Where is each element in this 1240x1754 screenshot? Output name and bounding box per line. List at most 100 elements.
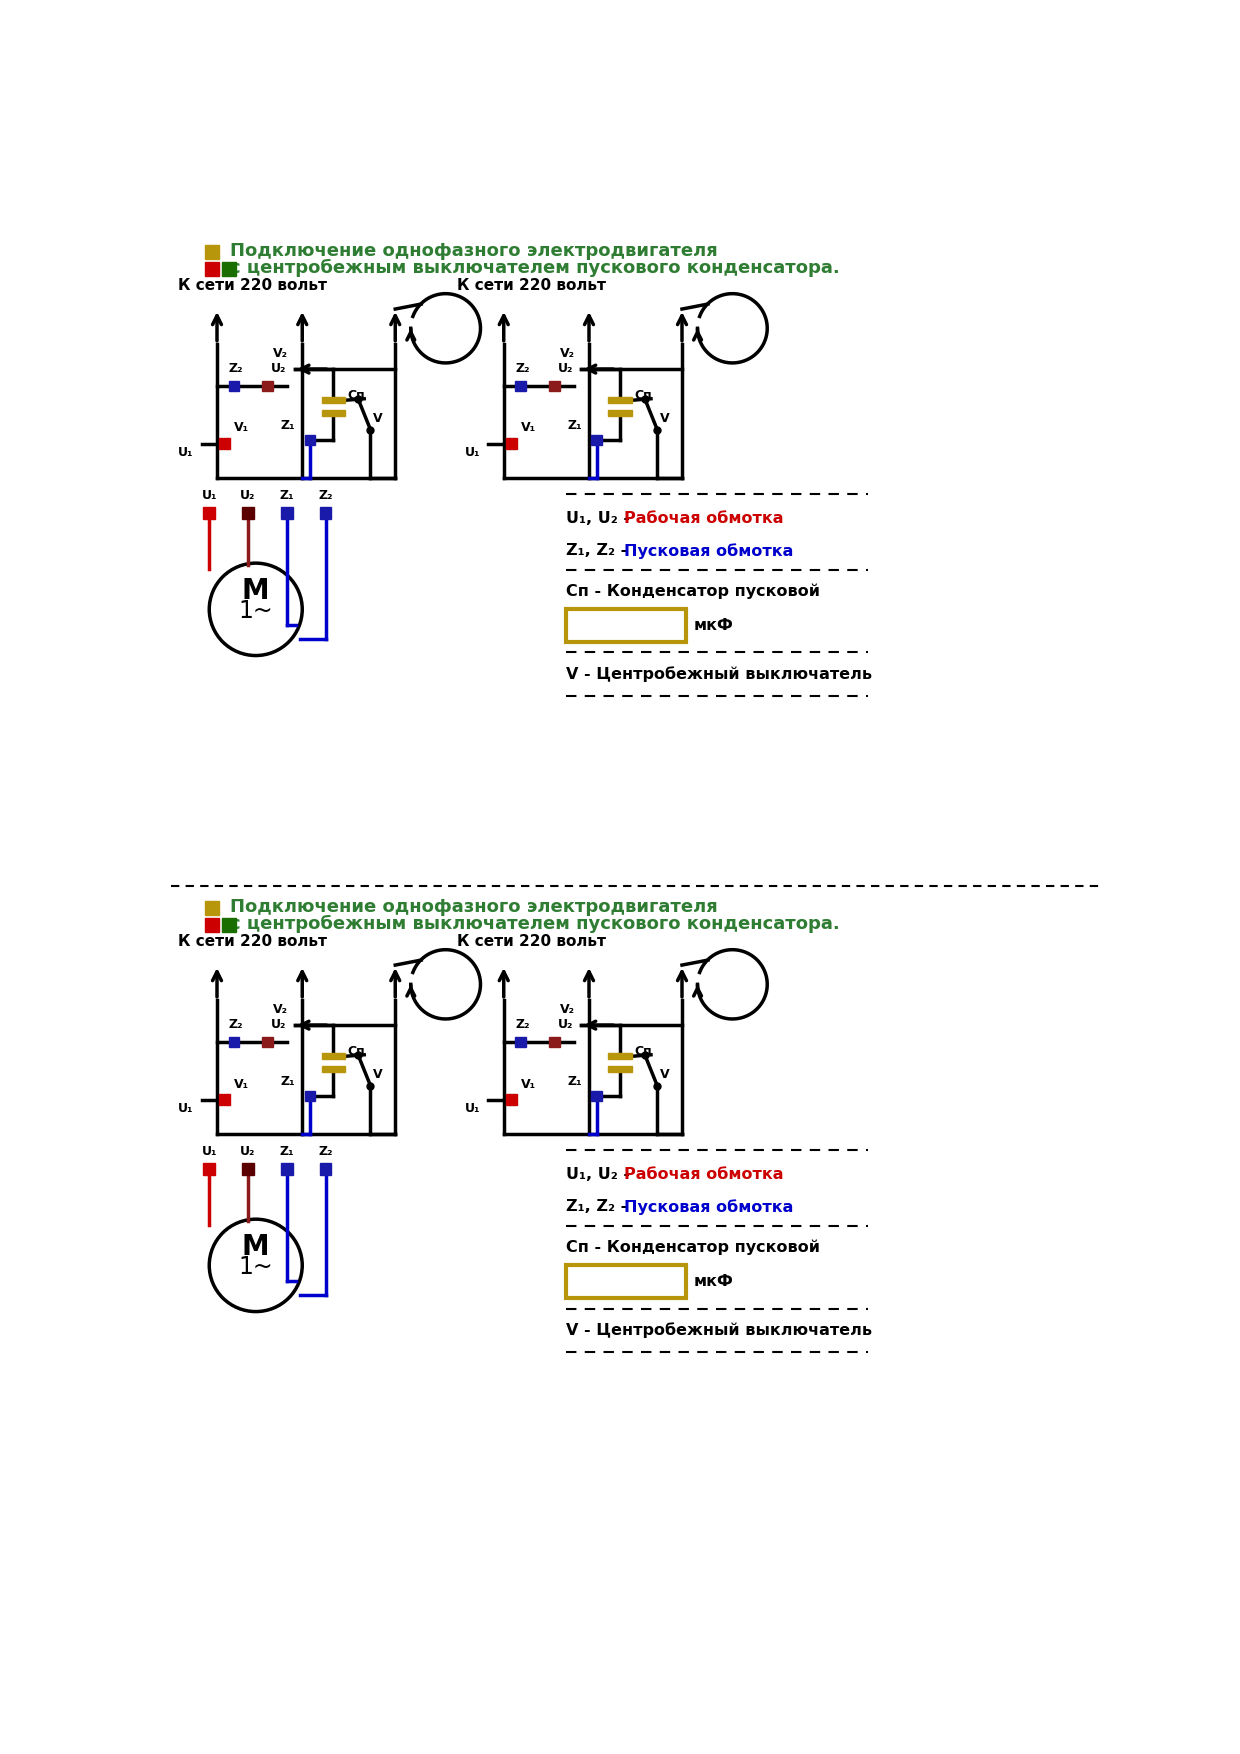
Text: К сети 220 вольт: К сети 220 вольт (179, 933, 327, 949)
Text: Z₂: Z₂ (319, 1145, 332, 1158)
Text: U₂: U₂ (241, 489, 255, 502)
Bar (262, 381, 273, 391)
Bar (281, 1163, 293, 1175)
Text: Пусковая обмотка: Пусковая обмотка (624, 1200, 794, 1216)
Bar (222, 917, 236, 931)
Text: U₁, U₂ -: U₁, U₂ - (565, 510, 635, 526)
Text: U₂: U₂ (272, 361, 286, 375)
Bar (320, 507, 331, 519)
Bar (281, 507, 293, 519)
Text: Рабочая обмотка: Рабочая обмотка (624, 1166, 784, 1182)
Text: Z₁: Z₁ (280, 419, 295, 431)
Text: Пусковая обмотка: Пусковая обмотка (624, 544, 794, 560)
Bar (506, 438, 517, 449)
Text: Z₂: Z₂ (228, 1019, 243, 1031)
Text: U₁: U₁ (465, 1102, 481, 1116)
Text: Z₁: Z₁ (567, 1075, 582, 1087)
Text: мкФ: мкФ (693, 1273, 733, 1289)
Bar (206, 246, 219, 260)
Bar (242, 1163, 254, 1175)
Text: V - Центробежный выключатель: V - Центробежный выключатель (565, 667, 872, 682)
Bar (565, 1265, 686, 1298)
Bar (609, 1052, 631, 1059)
Bar (242, 507, 254, 519)
Text: U₁: U₁ (179, 446, 193, 460)
Text: Z₁: Z₁ (567, 419, 582, 431)
Text: V: V (660, 412, 670, 424)
Bar (219, 1094, 231, 1105)
Text: Cп - Конденсатор пусковой: Cп - Конденсатор пусковой (565, 1240, 820, 1256)
Text: U₁: U₁ (465, 446, 481, 460)
Bar (591, 435, 603, 446)
Bar (203, 1163, 215, 1175)
Text: Cп: Cп (634, 389, 651, 402)
Bar (305, 1091, 315, 1102)
Text: Z₁, Z₂ -: Z₁, Z₂ - (565, 1200, 632, 1214)
Text: U₂: U₂ (558, 361, 573, 375)
Text: Z₂: Z₂ (228, 361, 243, 375)
Bar (262, 1037, 273, 1047)
Bar (305, 435, 315, 446)
Text: Cп: Cп (634, 1045, 651, 1058)
Text: Z₂: Z₂ (319, 489, 332, 502)
Text: Z₂: Z₂ (516, 361, 529, 375)
Bar (203, 507, 215, 519)
Bar (609, 1066, 631, 1072)
Bar (549, 1037, 559, 1047)
Bar (565, 609, 686, 642)
Text: V₁: V₁ (234, 1077, 249, 1091)
Text: Cп - Конденсатор пусковой: Cп - Конденсатор пусковой (565, 584, 820, 600)
Text: с центробежным выключателем пускового конденсатора.: с центробежным выключателем пускового ко… (231, 258, 839, 277)
Text: Z₁: Z₁ (279, 489, 294, 502)
Text: V: V (660, 1068, 670, 1080)
Text: V₂: V₂ (559, 1003, 574, 1016)
Text: M: M (242, 577, 269, 605)
Text: Z₁: Z₁ (279, 1145, 294, 1158)
Text: V₁: V₁ (234, 421, 249, 435)
Text: V₂: V₂ (559, 347, 574, 360)
Bar (228, 1037, 239, 1047)
Bar (609, 409, 631, 416)
Bar (321, 1052, 345, 1059)
Bar (321, 409, 345, 416)
Bar (506, 1094, 517, 1105)
Text: Подключение однофазного электродвигателя: Подключение однофазного электродвигателя (231, 242, 718, 260)
Text: V₂: V₂ (273, 1003, 288, 1016)
Bar (206, 902, 219, 916)
Text: Z₁: Z₁ (280, 1075, 295, 1087)
Text: U₁: U₁ (201, 489, 217, 502)
Text: 1~: 1~ (238, 598, 273, 623)
Text: V₁: V₁ (521, 421, 536, 435)
Text: U₁, U₂ -: U₁, U₂ - (565, 1166, 635, 1182)
Bar (591, 1091, 603, 1102)
Text: U₂: U₂ (558, 1019, 573, 1031)
Text: U₂: U₂ (272, 1019, 286, 1031)
Text: V: V (373, 412, 382, 424)
Text: U₁: U₁ (201, 1145, 217, 1158)
Bar (516, 1037, 526, 1047)
Bar (222, 261, 236, 275)
Text: U₂: U₂ (241, 1145, 255, 1158)
Bar (321, 1066, 345, 1072)
Text: с центробежным выключателем пускового конденсатора.: с центробежным выключателем пускового ко… (231, 914, 839, 933)
Bar (516, 381, 526, 391)
Text: Cп: Cп (347, 389, 365, 402)
Bar (206, 261, 219, 275)
Text: U₁: U₁ (179, 1102, 193, 1116)
Text: Рабочая обмотка: Рабочая обмотка (624, 510, 784, 526)
Text: Z₁, Z₂ -: Z₁, Z₂ - (565, 544, 632, 558)
Text: V: V (373, 1068, 382, 1080)
Text: К сети 220 вольт: К сети 220 вольт (458, 277, 606, 293)
Bar (206, 917, 219, 931)
Text: M: M (242, 1233, 269, 1261)
Text: Cп: Cп (347, 1045, 365, 1058)
Bar (219, 438, 231, 449)
Text: мкФ: мкФ (693, 617, 733, 633)
Text: К сети 220 вольт: К сети 220 вольт (458, 933, 606, 949)
Text: Z₂: Z₂ (516, 1019, 529, 1031)
Bar (609, 396, 631, 403)
Text: V₂: V₂ (273, 347, 288, 360)
Bar (321, 396, 345, 403)
Bar (320, 1163, 331, 1175)
Text: Подключение однофазного электродвигателя: Подключение однофазного электродвигателя (231, 898, 718, 916)
